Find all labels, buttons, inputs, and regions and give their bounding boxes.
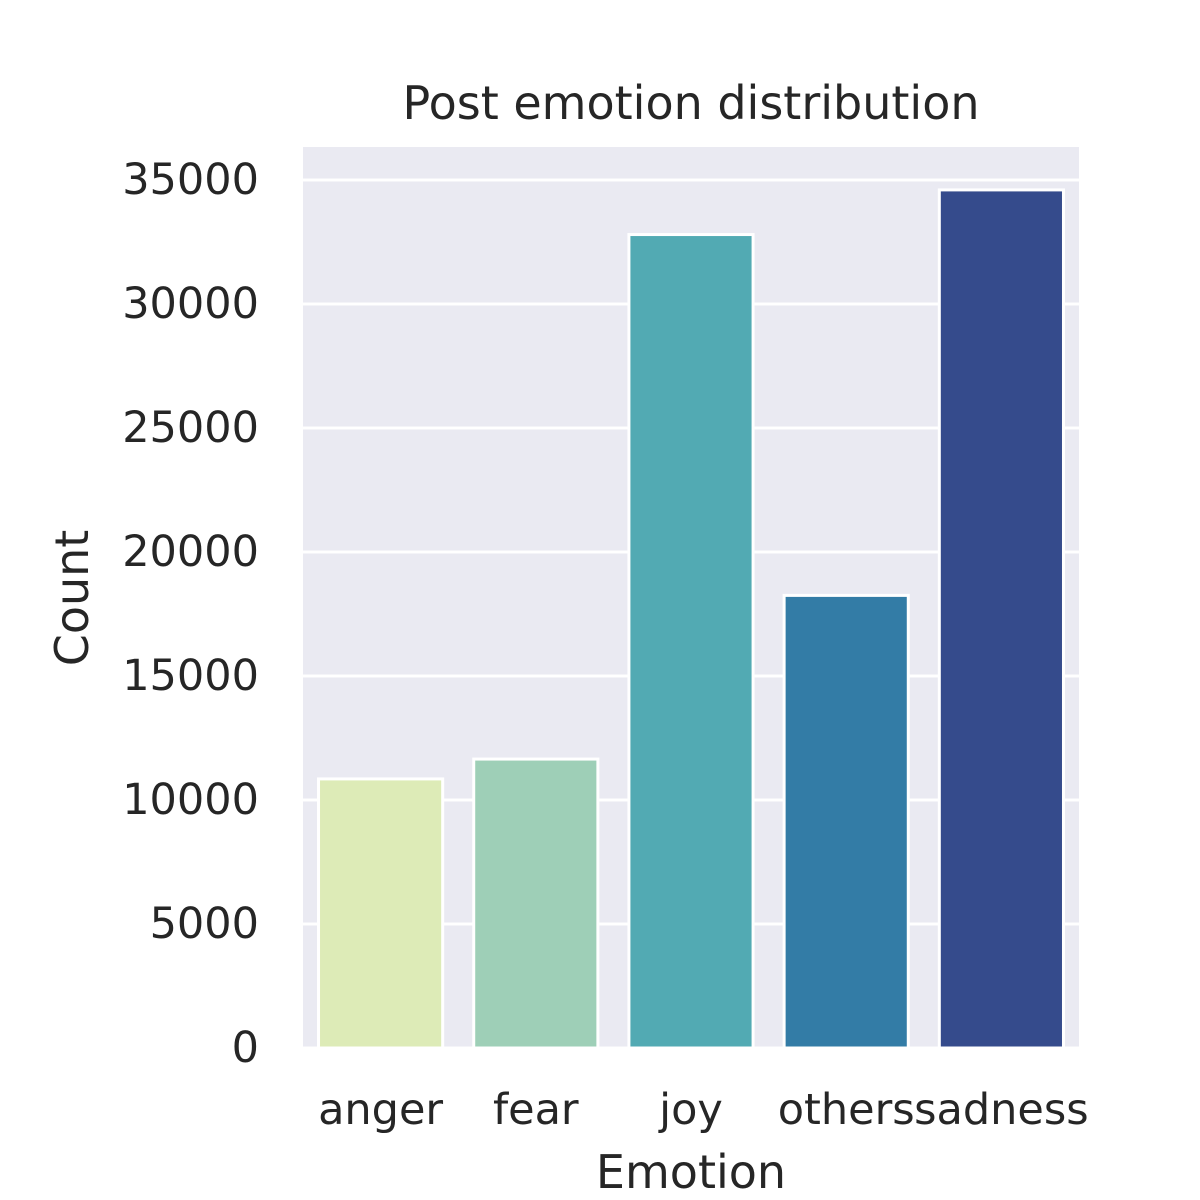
bar-joy	[627, 233, 755, 1050]
y-tick-label: 35000	[122, 155, 259, 205]
y-tick-label: 10000	[122, 775, 259, 825]
y-tick-label: 15000	[122, 651, 259, 701]
x-tick-label-joy: joy	[658, 1085, 723, 1135]
x-tick-label-anger: anger	[318, 1085, 443, 1135]
y-tick-label: 25000	[122, 403, 259, 453]
bar-anger	[317, 777, 445, 1050]
y-tick-label: 20000	[122, 527, 259, 577]
y-tick-labels: 0 5000 10000 15000 20000 25000 30000 35000	[122, 155, 259, 1073]
x-tick-label-others: others	[778, 1085, 915, 1135]
bar-sadness	[937, 188, 1065, 1050]
y-tick-label: 30000	[122, 279, 259, 329]
x-tick-labels: anger fear joy others sadness	[318, 1085, 1089, 1135]
x-tick-label-sadness: sadness	[914, 1085, 1089, 1135]
x-axis-label: Emotion	[596, 1145, 786, 1199]
bar-fear	[472, 757, 600, 1050]
y-tick-label: 0	[232, 1023, 259, 1073]
chart-title: Post emotion distribution	[403, 76, 980, 130]
x-tick-label-fear: fear	[493, 1085, 579, 1135]
bar-others	[782, 593, 910, 1050]
y-axis-label: Count	[45, 530, 99, 667]
bars	[317, 188, 1065, 1050]
y-tick-label: 5000	[150, 899, 259, 949]
